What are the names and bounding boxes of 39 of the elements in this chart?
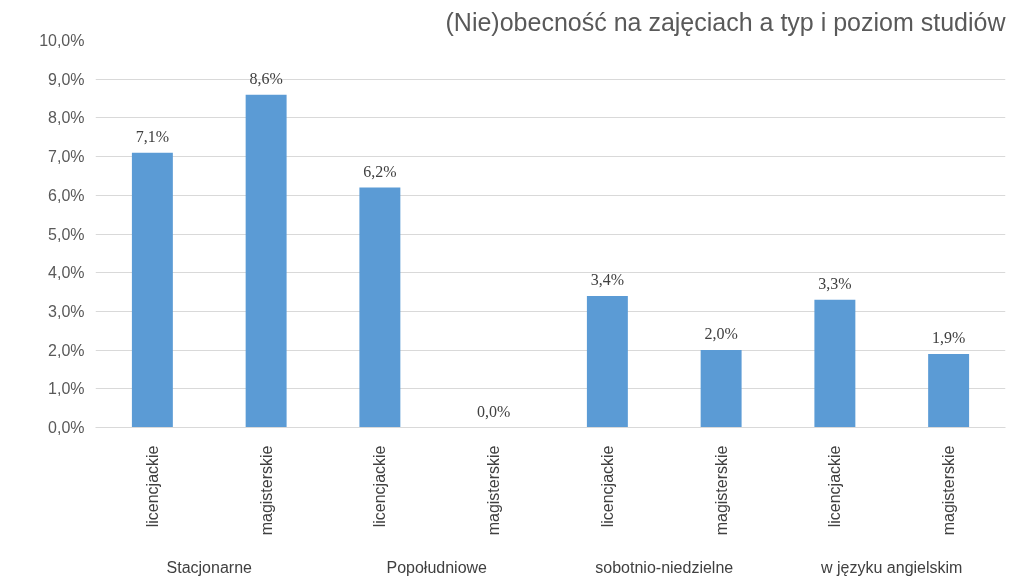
- chart-title: (Nie)obecność na zajęciach a typ i poziom studiów: [445, 7, 1007, 36]
- bar: [245, 94, 287, 428]
- bar: [814, 299, 856, 428]
- text: Stacjonarne: [166, 558, 253, 576]
- y-tick-label: 7,0%: [48, 148, 85, 166]
- text: sobotnio-niedzielne: [595, 558, 734, 576]
- x-tick-label: magisterskie: [940, 445, 958, 536]
- x-tick-label: licencjackie: [143, 445, 161, 528]
- y-tick-label: 3,0%: [48, 302, 85, 320]
- y-tick-label: 4,0%: [48, 264, 85, 282]
- data-label: 2,0%: [704, 325, 738, 343]
- y-tick-label: 6,0%: [48, 186, 85, 204]
- bar: [586, 295, 628, 428]
- x-tick-label: licencjackie: [598, 445, 616, 528]
- data-label: 3,3%: [818, 274, 852, 292]
- data-label: 3,4%: [590, 270, 625, 288]
- data-label: 1,9%: [931, 328, 966, 346]
- y-tick-label: 8,0%: [48, 109, 85, 127]
- x-tick-label: licencjackie: [371, 445, 389, 528]
- x-tick-label: magisterskie: [712, 445, 730, 536]
- y-tick-label: 0,0%: [48, 419, 85, 436]
- text: Popołudniowe: [386, 558, 488, 576]
- y-tick-label: 2,0%: [48, 341, 85, 359]
- data-label: 0,0%: [476, 402, 511, 420]
- x-tick-label: magisterskie: [485, 445, 503, 536]
- y-tick-label: 1,0%: [48, 380, 85, 398]
- x-tick-label: magisterskie: [257, 445, 275, 536]
- bar: [359, 187, 401, 428]
- y-tick-label: 5,0%: [48, 225, 85, 243]
- y-tick-label: 10,0%: [39, 32, 85, 49]
- y-tick-label: 9,0%: [48, 70, 85, 88]
- bar: [131, 152, 173, 428]
- data-label: 8,6%: [249, 69, 283, 87]
- bar: [928, 353, 970, 428]
- data-label: 6,2%: [363, 162, 397, 180]
- bar: [700, 350, 742, 428]
- text: w języku angielskim: [820, 558, 963, 576]
- x-tick-label: licencjackie: [826, 445, 844, 528]
- data-label: 7,1%: [135, 127, 170, 145]
